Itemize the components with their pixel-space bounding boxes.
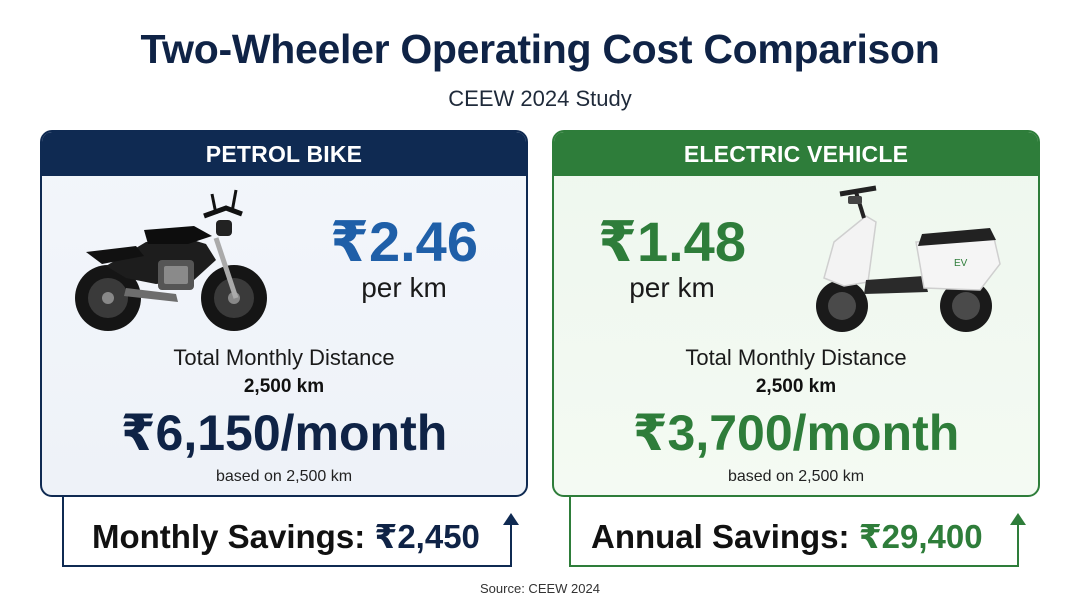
electric-scooter-icon: EV bbox=[816, 185, 1001, 332]
arrow-up-icon bbox=[503, 513, 519, 525]
ev-rate-unit: per km bbox=[629, 272, 715, 303]
electric-vehicle-card: ELECTRIC VEHICLE ₹1.48 per km EV Total M… bbox=[552, 130, 1040, 497]
petrol-rate-unit: per km bbox=[361, 272, 447, 303]
monthly-savings-label: Monthly Savings: bbox=[92, 518, 366, 555]
frame-left-line bbox=[569, 497, 571, 565]
petrol-rate-value: ₹2.46 bbox=[330, 210, 478, 273]
annual-savings: Annual Savings: ₹29,400 bbox=[591, 517, 983, 556]
petrol-monthly-cost: ₹6,150/month bbox=[120, 405, 448, 461]
monthly-savings-value: ₹2,450 bbox=[374, 518, 480, 555]
petrol-distance-value: 2,500 km bbox=[243, 376, 325, 397]
ev-rate: ₹1.48 per km bbox=[582, 212, 762, 304]
frame-right-line bbox=[510, 517, 512, 565]
annual-savings-value: ₹29,400 bbox=[858, 518, 983, 555]
petrol-rate: ₹2.46 per km bbox=[304, 212, 504, 304]
petrol-card-heading: PETROL BIKE bbox=[42, 132, 526, 176]
motorcycle-icon bbox=[75, 189, 267, 331]
source-note: Source: CEEW 2024 bbox=[480, 581, 600, 596]
monthly-savings: Monthly Savings: ₹2,450 bbox=[92, 517, 480, 556]
annual-savings-frame bbox=[569, 497, 1029, 569]
frame-left-line bbox=[62, 497, 64, 565]
annual-savings-label: Annual Savings: bbox=[591, 518, 850, 555]
ev-card-heading: ELECTRIC VEHICLE bbox=[554, 132, 1038, 176]
petrol-bike-card: PETROL BIKE ₹2.46 per km Total Monthly D… bbox=[40, 130, 528, 497]
ev-monthly-cost: ₹3,700/month bbox=[632, 405, 960, 461]
ev-basis-note: based on 2,500 km bbox=[727, 468, 865, 485]
monthly-savings-frame bbox=[62, 497, 522, 569]
frame-bottom-line bbox=[569, 565, 1019, 567]
petrol-basis-note: based on 2,500 km bbox=[215, 468, 353, 485]
petrol-distance-label: Total Monthly Distance bbox=[173, 345, 395, 370]
ev-distance-label: Total Monthly Distance bbox=[685, 345, 907, 370]
arrow-up-icon bbox=[1010, 513, 1026, 525]
ev-distance-value: 2,500 km bbox=[755, 376, 837, 397]
page-subtitle: CEEW 2024 Study bbox=[448, 86, 632, 111]
frame-bottom-line bbox=[62, 565, 512, 567]
frame-right-line bbox=[1017, 517, 1019, 565]
ev-rate-value: ₹1.48 bbox=[598, 210, 746, 273]
ev-badge: EV bbox=[954, 258, 968, 269]
page-title: Two-Wheeler Operating Cost Comparison bbox=[140, 26, 940, 72]
